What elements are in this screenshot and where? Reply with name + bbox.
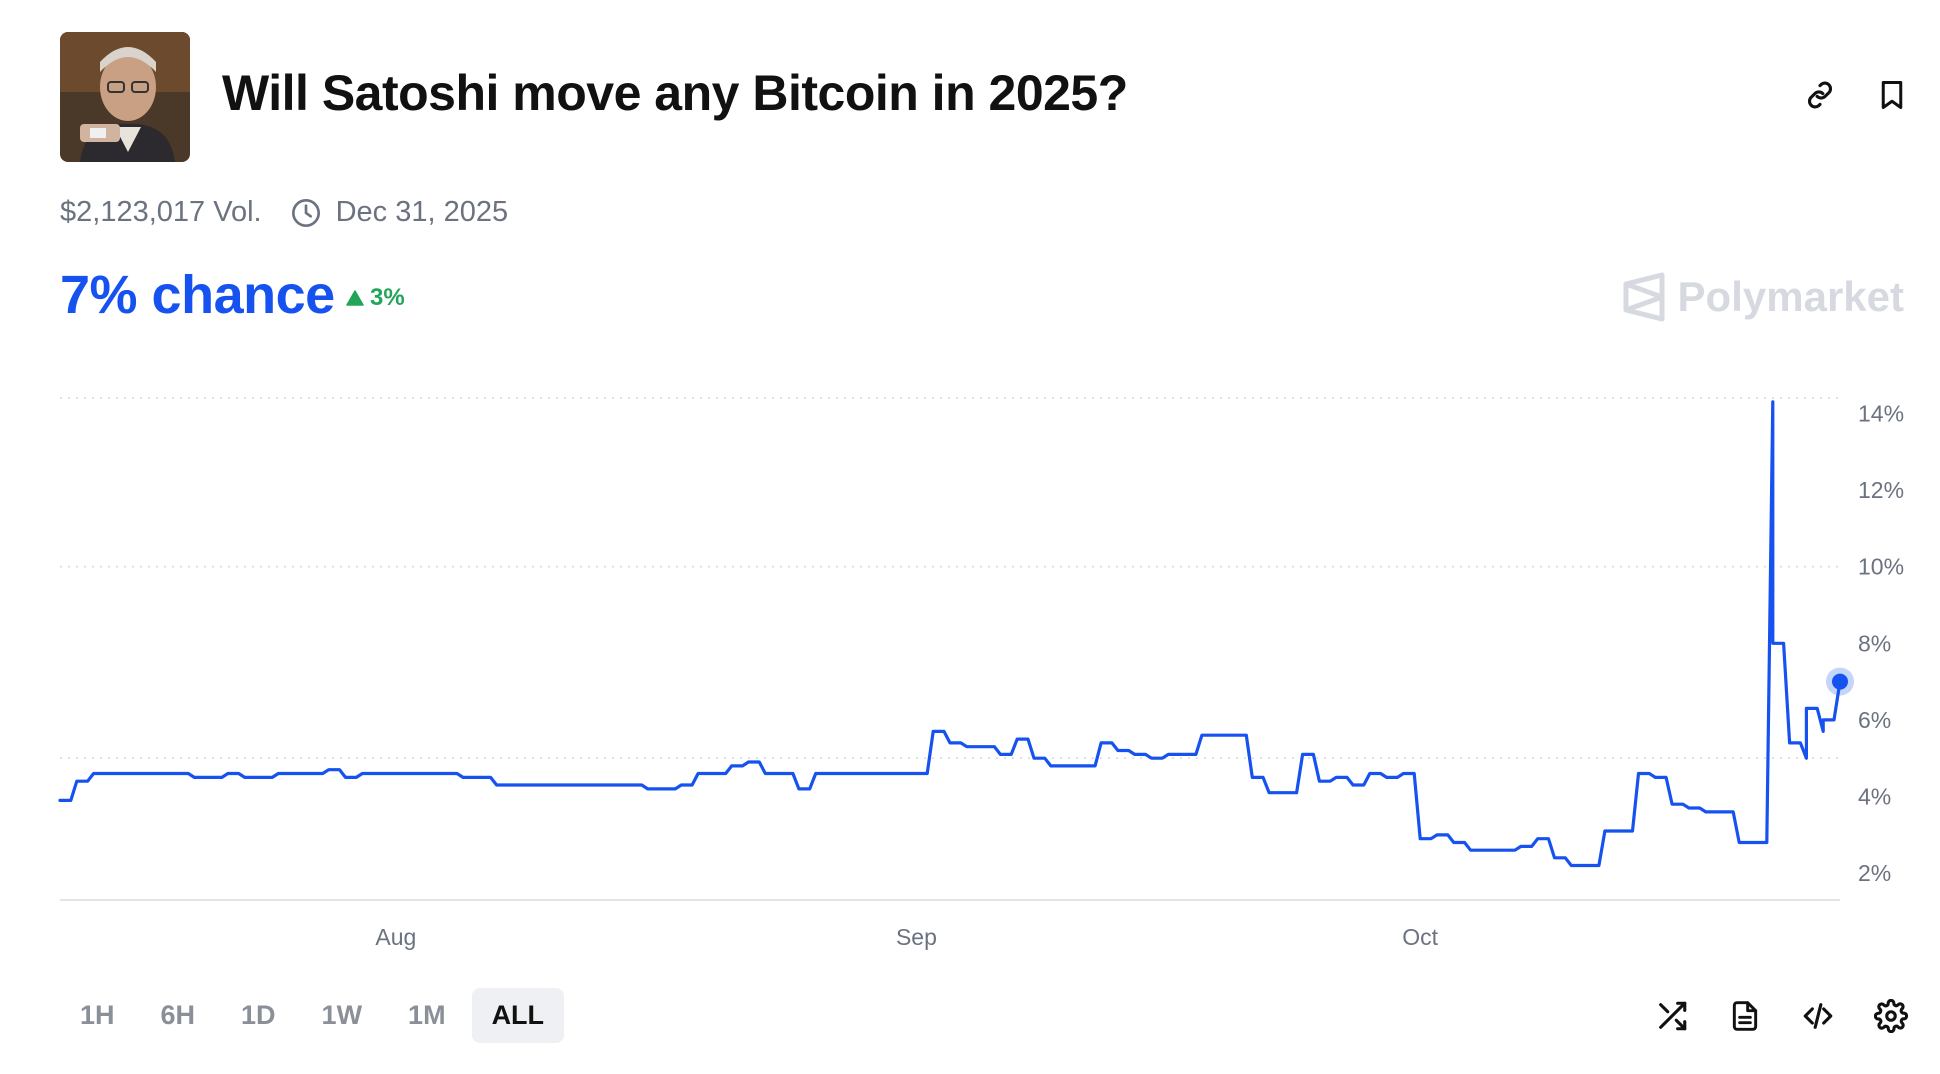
triangle-up-icon: [346, 290, 364, 306]
timeframe-1w[interactable]: 1W: [321, 1000, 363, 1030]
x-axis: Aug Sep Oct: [375, 924, 1438, 950]
market-meta: $2,123,017 Vol. Dec 31, 2025: [60, 196, 508, 229]
market-avatar: [60, 32, 190, 162]
timeframe-all[interactable]: ALL: [471, 988, 565, 1043]
code-icon[interactable]: [1796, 994, 1840, 1038]
chance-value: 7% chance: [60, 265, 335, 325]
chance-delta: 3%: [346, 284, 405, 312]
current-point[interactable]: [1832, 673, 1848, 690]
chance-delta-value: 3%: [370, 284, 405, 311]
timeframe-1d[interactable]: 1D: [241, 1000, 276, 1030]
link-icon[interactable]: [1800, 75, 1840, 115]
end-date-text: Dec 31, 2025: [335, 196, 509, 228]
timeframe-6h[interactable]: 6H: [160, 1000, 196, 1030]
polymarket-logo-icon: [1622, 272, 1666, 322]
y-tick-label: 2%: [1858, 860, 1891, 886]
bookmark-icon[interactable]: [1872, 75, 1912, 115]
market-title: Will Satoshi move any Bitcoin in 2025?: [222, 65, 1128, 121]
chart-grid: [60, 397, 1840, 759]
chance-series-line: [58, 400, 1842, 868]
clock-icon: [290, 197, 322, 229]
polymarket-brand: Polymarket: [1622, 272, 1904, 322]
timeframe-1m[interactable]: 1M: [408, 1000, 446, 1030]
volume-text: $2,123,017 Vol.: [60, 196, 262, 228]
gear-icon[interactable]: [1869, 994, 1913, 1038]
y-tick-label: 6%: [1858, 707, 1891, 733]
document-icon[interactable]: [1723, 994, 1767, 1038]
x-tick-label: Oct: [1402, 924, 1438, 950]
y-tick-label: 14%: [1858, 400, 1904, 426]
timeframe-1h[interactable]: 1H: [80, 1000, 115, 1030]
y-axis: 2% 4% 6% 8% 10% 12% 14%: [1858, 400, 1904, 886]
x-tick-label: Aug: [375, 924, 416, 950]
price-chart[interactable]: 2% 4% 6% 8% 10% 12% 14% Aug Sep Oct: [0, 0, 1940, 980]
brand-name: Polymarket: [1677, 273, 1904, 320]
y-tick-label: 10%: [1858, 554, 1904, 580]
y-tick-label: 12%: [1858, 477, 1904, 503]
timeframe-selector: 1H 6H 1D 1W 1M ALL: [60, 988, 570, 1043]
y-tick-label: 8%: [1858, 630, 1891, 656]
y-tick-label: 4%: [1858, 784, 1891, 810]
x-tick-label: Sep: [896, 924, 937, 950]
shuffle-icon[interactable]: [1650, 994, 1694, 1038]
